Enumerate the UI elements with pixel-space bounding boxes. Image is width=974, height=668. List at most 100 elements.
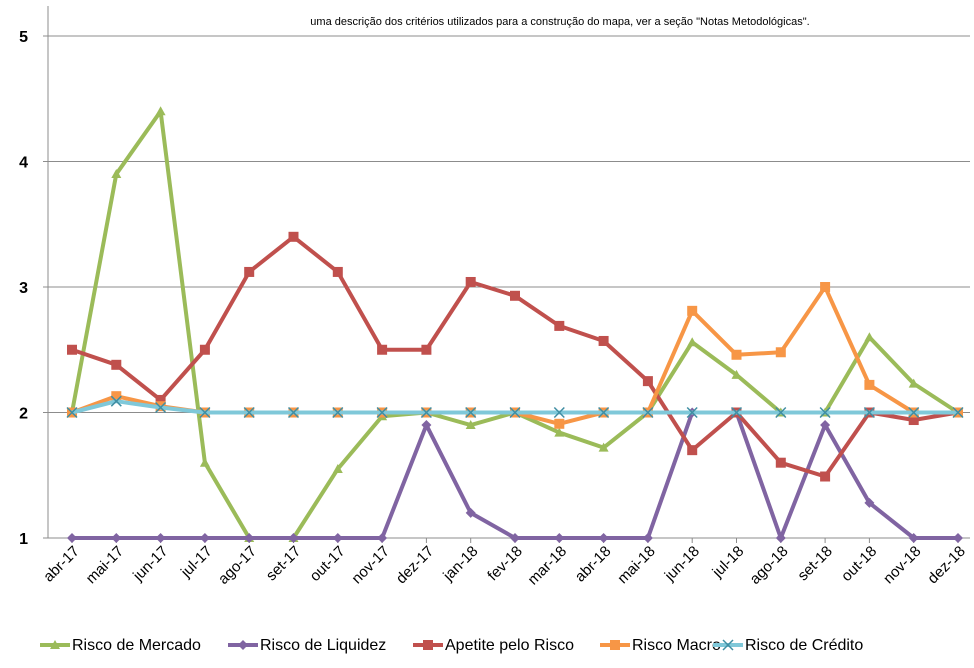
data-point [731,369,742,379]
data-point [332,266,343,277]
data-point [510,290,520,301]
data-point [67,533,77,543]
data-point [775,533,786,543]
x-tick-label: out-17 [307,543,349,585]
data-point [111,169,122,179]
x-tick-labels: abr-17 mai-17 jun-17 jul-17 ago-17 set-17 out-… [40,543,969,589]
legend-item: Risco Macro [600,637,721,654]
data-point [864,497,875,508]
x-tick-label: abr-18 [572,543,615,586]
x-tick-label: abr-17 [40,543,83,586]
legend-label: Risco de Mercado [72,637,201,654]
data-point [465,406,477,419]
legend-item: Apetite pelo Risco [413,637,574,654]
series-line [71,285,958,426]
legend-swatch-marker [423,640,433,650]
data-point [730,406,743,419]
x-tick-label: jan-18 [439,543,481,585]
data-point [864,379,875,390]
data-point [111,391,122,402]
data-point [820,282,831,292]
x-tick-label: jun-18 [661,543,703,585]
data-point [199,533,210,543]
data-point [110,395,122,407]
legend-label: Risco de Crédito [745,637,863,654]
x-tick-label: nov-17 [348,543,392,587]
data-point [377,533,388,543]
legend-swatch-marker [610,640,620,650]
data-point [421,420,432,431]
x-tick-label: jul-17 [177,543,216,582]
data-point [642,533,653,543]
data-point [775,406,787,419]
data-point [687,305,698,316]
data-point [155,106,166,116]
data-point [908,378,919,388]
x-tick-label: out-18 [838,543,880,585]
legend-swatch-marker [722,639,734,651]
data-point [288,533,299,543]
x-tick-label: fev-18 [484,543,526,585]
data-point [598,442,609,452]
data-point [287,406,300,419]
series-line [71,234,959,479]
data-point [554,427,565,437]
data-point [421,344,432,355]
data-point [66,406,78,419]
x-tick-label: ago-17 [215,543,260,588]
data-point [332,533,343,543]
gridlines [48,35,970,413]
legend-item: Risco de Crédito [713,637,863,654]
data-point [288,231,299,242]
data-point [155,533,166,543]
legend-label: Risco Macro [632,637,721,654]
data-point [244,533,255,543]
data-point [642,376,653,387]
legend-swatch-marker [50,640,60,649]
data-point [864,332,875,342]
data-point [554,418,565,429]
data-point [953,533,963,543]
x-tick-label: mai-17 [83,543,127,587]
data-point [863,406,875,419]
x-tick-label: ago-18 [747,543,792,588]
data-point [465,507,476,518]
y-tick-labels: 1 2 3 4 5 [19,29,28,548]
x-tick-label: mar-18 [525,543,571,589]
data-point [820,471,831,482]
y-tick-label: 2 [19,406,28,423]
legend-item: Risco de Mercado [40,637,201,654]
data-point [111,359,122,370]
x-tick-label: dez-17 [393,543,437,587]
legend-item: Risco de Liquidez [228,637,386,654]
series-1 [67,407,963,543]
series-lines [66,106,964,543]
data-point [952,406,964,419]
y-tick-label: 1 [19,531,28,548]
y-tick-label: 4 [19,155,28,172]
data-point [420,406,432,419]
data-point [199,406,211,419]
data-point [377,344,388,355]
data-point [686,406,698,419]
data-point [199,344,210,355]
data-point [598,335,609,346]
data-point [332,463,343,473]
x-tick-label: mai-18 [614,543,658,587]
data-point [509,406,521,419]
data-point [598,406,610,419]
data-point [111,533,122,543]
x-tick-label: set-18 [794,543,836,585]
data-point [731,349,742,360]
data-point [510,533,520,543]
x-tick-label: dez-18 [924,543,968,587]
data-point [199,457,210,467]
x-tick-label: set-17 [263,543,305,585]
data-point [687,337,698,347]
data-point [155,401,167,414]
y-tick-label: 5 [19,29,28,46]
data-point [332,406,344,419]
legend-swatch-marker [238,640,248,650]
